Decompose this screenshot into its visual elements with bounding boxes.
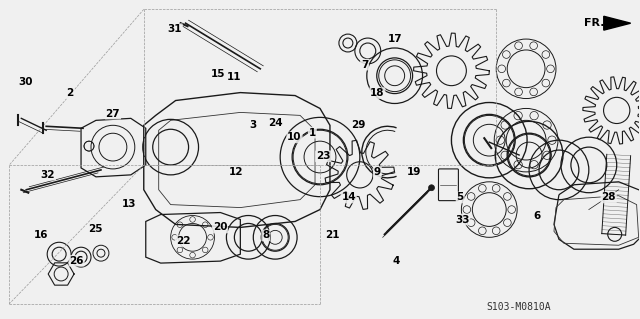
Text: 14: 14 <box>341 192 356 203</box>
Text: 27: 27 <box>106 109 120 119</box>
Text: 7: 7 <box>361 60 368 70</box>
Text: 2: 2 <box>67 88 74 98</box>
Text: 28: 28 <box>602 192 616 203</box>
Text: 17: 17 <box>388 34 403 44</box>
Text: 16: 16 <box>35 230 49 241</box>
Text: 11: 11 <box>227 72 241 82</box>
Text: 32: 32 <box>41 170 55 180</box>
Text: 25: 25 <box>88 224 103 234</box>
Text: 23: 23 <box>316 151 330 161</box>
Text: 3: 3 <box>250 120 257 130</box>
Text: 24: 24 <box>268 118 283 128</box>
Text: 31: 31 <box>168 24 182 34</box>
Text: 1: 1 <box>308 128 316 137</box>
Text: 33: 33 <box>455 215 469 225</box>
Text: 30: 30 <box>19 77 33 87</box>
Polygon shape <box>604 16 630 30</box>
Text: 6: 6 <box>533 211 540 221</box>
Text: 9: 9 <box>374 167 381 177</box>
Text: 29: 29 <box>351 120 365 130</box>
Text: 15: 15 <box>211 69 225 79</box>
Text: 18: 18 <box>370 88 385 98</box>
Text: 8: 8 <box>262 230 269 241</box>
Text: 26: 26 <box>69 256 84 266</box>
Circle shape <box>429 185 435 191</box>
Text: 20: 20 <box>212 222 227 233</box>
Text: 22: 22 <box>176 236 190 246</box>
Text: 10: 10 <box>287 132 302 142</box>
Text: 19: 19 <box>407 167 422 177</box>
Text: 13: 13 <box>122 199 136 209</box>
Text: 21: 21 <box>326 230 340 241</box>
Text: FR.: FR. <box>584 18 604 28</box>
Text: 5: 5 <box>456 192 464 203</box>
Text: S103-M0810A: S103-M0810A <box>487 302 552 312</box>
Text: 12: 12 <box>228 167 243 177</box>
Text: 4: 4 <box>393 256 400 266</box>
